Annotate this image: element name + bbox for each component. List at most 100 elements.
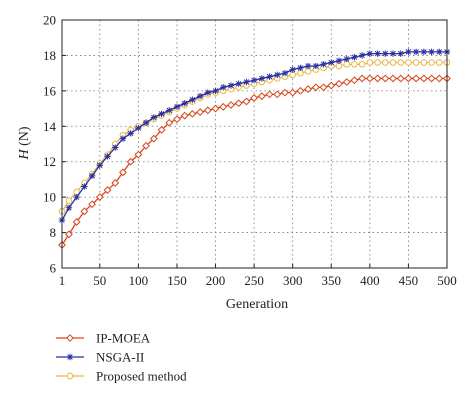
data-point-ip-moea [234, 99, 243, 108]
y-tick-label: 10 [43, 190, 56, 205]
data-point-ip-moea [242, 97, 251, 106]
data-point-nsga-ii [112, 144, 119, 151]
y-tick-label: 16 [43, 83, 57, 98]
data-point-nsga-ii [166, 107, 173, 114]
data-point-ip-moea [188, 109, 197, 118]
data-point-ip-moea [65, 230, 73, 239]
data-point-nsga-ii [312, 62, 320, 70]
y-tick-label: 6 [50, 261, 57, 276]
data-point-proposed-method [366, 59, 374, 66]
data-point-ip-moea [389, 74, 397, 83]
y-tick-label: 12 [43, 154, 56, 169]
legend-marker [66, 372, 74, 380]
data-point-proposed-method [374, 59, 381, 66]
data-point-proposed-method [435, 59, 443, 66]
data-point-proposed-method [412, 59, 420, 66]
data-point-ip-moea [311, 83, 320, 92]
data-point-nsga-ii [104, 153, 111, 160]
y-axis-label-unit: (N) [17, 126, 32, 149]
data-point-ip-moea [103, 186, 112, 194]
data-point-nsga-ii [81, 183, 88, 190]
data-point-nsga-ii [328, 59, 335, 66]
data-point-nsga-ii [304, 62, 312, 70]
y-axis-ticks: 6 8 10 12 14 16 18 20 [43, 13, 66, 276]
data-point-ip-moea [412, 74, 421, 83]
data-point-nsga-ii [220, 84, 227, 91]
data-point-ip-moea [173, 115, 181, 124]
legend-item-proposed-method: Proposed method [56, 369, 187, 384]
data-point-ip-moea [327, 81, 336, 90]
data-point-nsga-ii [88, 172, 96, 180]
data-point-nsga-ii [158, 110, 165, 118]
data-point-nsga-ii [243, 78, 250, 86]
data-point-ip-moea [250, 94, 259, 102]
data-point-nsga-ii [382, 50, 389, 57]
data-point-proposed-method [304, 68, 312, 75]
data-point-proposed-method [405, 59, 412, 66]
data-point-nsga-ii [343, 55, 350, 63]
data-point-nsga-ii [389, 50, 397, 57]
data-point-ip-moea [304, 85, 313, 93]
data-point-proposed-method [358, 60, 366, 68]
data-point-proposed-method [397, 59, 405, 66]
data-point-ip-moea [95, 193, 104, 202]
legend-marker [66, 353, 74, 361]
legend-label: IP-MOEA [96, 331, 151, 346]
x-tick-label: 250 [244, 273, 264, 288]
data-point-nsga-ii [397, 50, 404, 57]
gridlines [61, 19, 448, 269]
data-point-nsga-ii [135, 124, 142, 132]
data-point-nsga-ii [142, 119, 150, 126]
data-point-ip-moea [373, 74, 382, 83]
data-point-ip-moea [265, 90, 274, 99]
data-point-ip-moea [273, 90, 282, 99]
data-point-nsga-ii [266, 73, 273, 80]
x-tick-label: 100 [129, 273, 149, 288]
data-point-nsga-ii [335, 57, 343, 64]
data-point-ip-moea [142, 141, 151, 150]
data-point-ip-moea [126, 157, 135, 166]
series-line-ip-moea [61, 77, 447, 246]
data-point-ip-moea [111, 179, 120, 187]
x-axis-ticks: 1 50 100 150 200 250 300 350 400 450 500 [59, 264, 457, 288]
data-point-nsga-ii [320, 61, 327, 68]
data-point-nsga-ii [73, 193, 80, 201]
data-point-ip-moea [119, 168, 127, 177]
data-point-ip-moea [381, 74, 390, 83]
data-point-ip-moea [157, 125, 166, 134]
x-tick-label: 300 [283, 273, 303, 288]
data-point-nsga-ii [235, 80, 242, 87]
data-point-nsga-ii [351, 54, 358, 61]
x-tick-label: 150 [167, 273, 187, 288]
data-point-proposed-method [297, 69, 304, 77]
data-point-ip-moea [180, 111, 189, 120]
data-point-nsga-ii [65, 204, 73, 211]
series-layer [58, 48, 451, 249]
data-point-nsga-ii [420, 48, 428, 56]
data-point-ip-moea [134, 150, 143, 159]
data-point-proposed-method [65, 197, 73, 204]
data-point-ip-moea [72, 218, 81, 226]
data-point-ip-moea [257, 92, 266, 101]
data-point-nsga-ii [412, 48, 420, 56]
series-ip-moea [58, 74, 451, 249]
data-point-ip-moea [219, 102, 228, 111]
data-point-ip-moea [319, 83, 328, 92]
y-tick-label: 8 [50, 225, 57, 240]
x-axis-label: Generation [226, 297, 288, 312]
data-point-ip-moea [335, 79, 343, 88]
data-point-ip-moea [80, 207, 89, 216]
data-point-ip-moea [396, 74, 405, 83]
series-nsga-ii [58, 48, 451, 224]
legend-label: Proposed method [96, 369, 187, 384]
data-point-ip-moea [350, 76, 359, 85]
data-point-nsga-ii [405, 48, 412, 56]
data-point-nsga-ii [196, 92, 204, 100]
data-point-proposed-method [420, 59, 428, 66]
data-point-ip-moea [196, 108, 205, 117]
data-point-proposed-method [343, 60, 350, 68]
data-point-ip-moea [427, 74, 436, 83]
data-point-ip-moea [88, 200, 96, 209]
data-point-ip-moea [365, 74, 374, 83]
